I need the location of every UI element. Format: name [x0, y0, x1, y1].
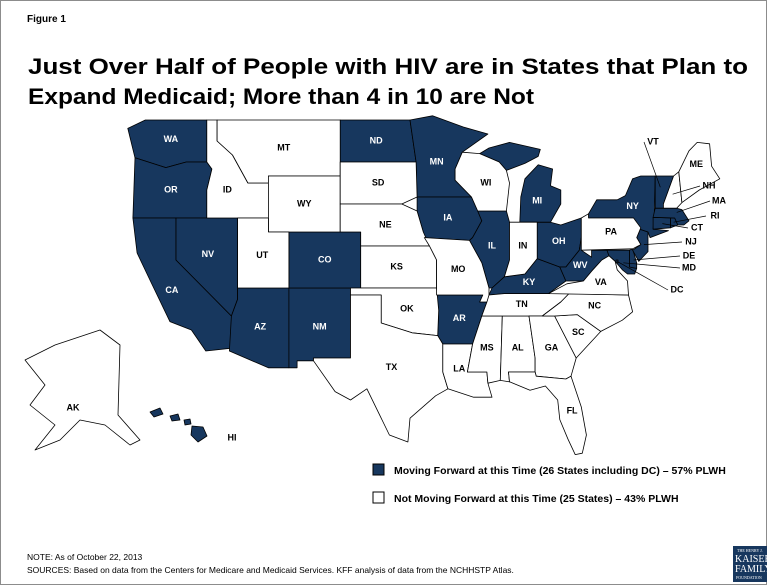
state-label: LA — [453, 364, 465, 374]
state-label: MS — [480, 343, 494, 353]
title-line: Just Over Half of People with HIV are in… — [28, 54, 748, 79]
state — [504, 221, 538, 278]
logo-text: KAISER — [735, 554, 767, 565]
state-label: IL — [488, 240, 497, 250]
legend-label: Not Moving Forward at this Time (25 Stat… — [394, 493, 679, 505]
state-label: OH — [552, 236, 566, 246]
state — [237, 217, 290, 289]
state-label: CO — [318, 254, 332, 264]
leader-line — [673, 215, 707, 223]
figure-label: Figure 1 — [27, 14, 66, 25]
legend-label: Moving Forward at this Time (26 States i… — [394, 465, 726, 477]
state-label: CA — [165, 285, 178, 295]
leader-line — [623, 262, 681, 269]
logo-text: FOUNDATION — [736, 575, 762, 580]
logo: THE HENRY J. KAISER FAMILY FOUNDATION — [733, 546, 767, 582]
leader-line — [643, 141, 661, 188]
leader-line — [676, 200, 711, 213]
title-line: Expand Medicaid; More than 4 in 10 are N… — [28, 84, 535, 109]
state-label: WV — [573, 260, 588, 270]
legend-swatch — [372, 463, 385, 476]
state-label: VT — [647, 136, 659, 146]
state — [541, 293, 633, 332]
state — [454, 151, 510, 212]
state-label: MO — [451, 264, 466, 274]
logo-text: FAMILY — [735, 564, 767, 575]
state — [149, 407, 208, 443]
state-label: KY — [523, 277, 536, 287]
state-label: AL — [512, 343, 524, 353]
state-label: IA — [443, 212, 453, 222]
state — [508, 371, 587, 455]
state-label: DE — [683, 250, 696, 260]
state-label: CT — [691, 222, 703, 232]
state — [580, 213, 642, 251]
state-label: NM — [313, 322, 327, 332]
state — [588, 175, 669, 238]
state — [24, 329, 141, 451]
leader-line — [633, 255, 681, 261]
state — [615, 259, 619, 264]
state — [678, 142, 721, 203]
leader-line — [617, 261, 669, 291]
state-label: PA — [605, 226, 617, 236]
state-label: SC — [572, 327, 585, 337]
state — [423, 237, 490, 303]
state-label: WA — [164, 134, 179, 144]
state-label: FL — [567, 406, 578, 416]
state-label: TX — [386, 362, 398, 372]
state-label: WI — [480, 177, 491, 187]
state-label: SD — [372, 177, 385, 187]
note: NOTE: As of October 22, 2013 — [27, 552, 143, 562]
leader-line — [672, 185, 701, 195]
state-label: AZ — [254, 322, 266, 332]
state-label: RI — [711, 210, 720, 220]
state-label: OR — [164, 184, 178, 194]
state-label: AK — [67, 402, 80, 412]
state-label: MD — [682, 262, 696, 272]
state-label: MN — [430, 156, 444, 166]
state-label: AR — [453, 313, 466, 323]
state-label: VA — [595, 277, 607, 287]
state-label: OK — [400, 303, 414, 313]
state-label: NC — [588, 301, 601, 311]
state-label: UT — [256, 250, 268, 260]
leader-line — [662, 223, 689, 229]
state — [313, 294, 449, 443]
state-label: KS — [390, 261, 403, 271]
state-label: NY — [626, 201, 639, 211]
state-label: GA — [545, 343, 559, 353]
state — [469, 210, 510, 289]
state-label: NV — [202, 249, 215, 259]
state-label: IN — [518, 240, 527, 250]
state-label: ND — [370, 135, 383, 145]
state-label: TN — [516, 299, 528, 309]
state-label: NJ — [685, 236, 697, 246]
state-label: NE — [379, 219, 392, 229]
legend: Moving Forward at this Time (26 States i… — [372, 463, 726, 505]
leader-line — [643, 241, 683, 245]
state — [652, 216, 671, 230]
state-label: DC — [671, 284, 684, 294]
logo-text: THE HENRY J. — [737, 548, 763, 553]
state — [339, 161, 418, 205]
logo-box — [733, 546, 767, 582]
note: SOURCES: Based on data from the Centers … — [27, 565, 514, 575]
state-label: ID — [223, 184, 233, 194]
state-label: MI — [532, 196, 542, 206]
state — [548, 255, 629, 296]
state-label: NH — [703, 180, 716, 190]
state-label: MA — [712, 195, 726, 205]
state-label: HI — [228, 432, 237, 442]
state-label: ME — [689, 159, 703, 169]
legend-swatch — [372, 491, 385, 504]
state-label: WY — [297, 198, 312, 208]
state-label: MT — [277, 142, 290, 152]
map: WA OR CA NV AZ NM CO ND MN IA AR IL KY OH MI WV MD DC DE NJ… — [24, 115, 726, 455]
